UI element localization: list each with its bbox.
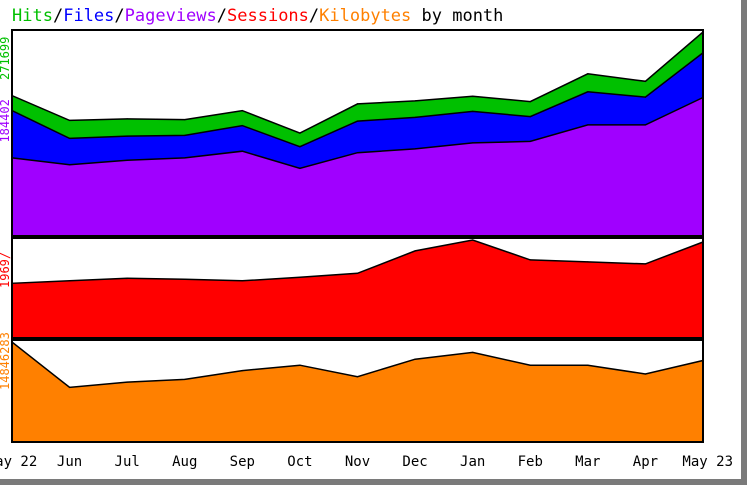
panel-0-pageviews-max-label: 184402 bbox=[0, 99, 12, 142]
series-kilobytes-point-1 bbox=[68, 386, 71, 389]
title-part-0: Hits bbox=[12, 6, 53, 26]
series-pageviews-point-8 bbox=[472, 142, 474, 144]
x-tick-label-5: Oct bbox=[287, 454, 312, 470]
series-hits-point-9 bbox=[529, 101, 531, 103]
x-tick-label-2: Jul bbox=[115, 454, 140, 470]
panel-2-frame bbox=[11, 339, 704, 443]
series-sessions-point-10 bbox=[587, 261, 589, 263]
x-tick-label-7: Dec bbox=[402, 454, 427, 470]
chart-panels: 271699 184402 1969/14846283 bbox=[0, 29, 704, 443]
title-part-7: / bbox=[309, 6, 319, 26]
series-pageviews-point-5 bbox=[299, 167, 301, 170]
x-tick-label-12: May 23 bbox=[682, 454, 733, 470]
panel-2-max-label: 14846283 bbox=[0, 332, 12, 390]
series-kilobytes-point-2 bbox=[126, 381, 128, 383]
series-files-point-5 bbox=[299, 146, 301, 148]
series-sessions-point-5 bbox=[299, 276, 301, 278]
series-hits-point-3 bbox=[184, 119, 186, 121]
panel-1-frame bbox=[11, 237, 704, 339]
title-part-8: Kilobytes bbox=[319, 6, 411, 26]
panel-2: 14846283 bbox=[0, 332, 704, 443]
series-files-point-9 bbox=[529, 116, 531, 118]
series-pageviews-point-7 bbox=[414, 148, 416, 150]
series-pageviews-point-6 bbox=[356, 152, 359, 154]
series-kilobytes-point-6 bbox=[356, 376, 359, 378]
series-hits-point-11 bbox=[644, 80, 647, 82]
panel-0-frame bbox=[11, 29, 704, 237]
series-hits-point-10 bbox=[587, 73, 589, 75]
series-files-point-6 bbox=[356, 120, 359, 122]
series-files-point-8 bbox=[472, 110, 474, 112]
series-sessions-point-1 bbox=[68, 280, 71, 282]
panel-0: 271699 184402 bbox=[0, 29, 704, 237]
series-sessions-point-4 bbox=[241, 280, 243, 282]
series-sessions-point-9 bbox=[529, 259, 531, 261]
series-files-point-3 bbox=[184, 134, 186, 136]
series-kilobytes-point-4 bbox=[241, 370, 243, 372]
series-kilobytes-area bbox=[11, 340, 704, 443]
series-files-point-2 bbox=[126, 135, 128, 137]
series-kilobytes-point-7 bbox=[414, 358, 416, 360]
series-sessions-point-3 bbox=[184, 278, 186, 280]
series-pageviews-point-3 bbox=[184, 157, 186, 159]
series-files-point-10 bbox=[587, 91, 589, 93]
series-pageviews-point-1 bbox=[68, 164, 71, 166]
x-tick-label-11: Apr bbox=[633, 454, 658, 470]
series-pageviews-area bbox=[11, 96, 704, 237]
series-hits-point-7 bbox=[414, 100, 416, 102]
series-hits-point-2 bbox=[126, 118, 128, 120]
x-tick-label-1: Jun bbox=[57, 454, 82, 470]
series-hits-point-1 bbox=[68, 119, 71, 121]
series-pageviews-point-2 bbox=[126, 159, 128, 161]
panel-0-max-label: 271699 bbox=[0, 37, 12, 80]
title-part-4: Pageviews bbox=[125, 6, 217, 26]
series-sessions-point-11 bbox=[644, 263, 647, 265]
series-pageviews-point-9 bbox=[529, 140, 531, 142]
x-tick-label-9: Feb bbox=[518, 454, 543, 470]
series-kilobytes-point-3 bbox=[184, 378, 186, 380]
series-hits-point-5 bbox=[299, 132, 301, 134]
x-tick-label-3: Aug bbox=[172, 454, 197, 470]
series-sessions-point-8 bbox=[472, 239, 474, 241]
series-kilobytes-point-8 bbox=[472, 351, 474, 354]
series-files-point-4 bbox=[241, 125, 243, 127]
panel-1-max-label: 1969/ bbox=[0, 252, 12, 288]
series-kilobytes-point-5 bbox=[299, 364, 301, 366]
series-sessions-point-6 bbox=[356, 272, 359, 274]
x-tick-label-4: Sep bbox=[230, 454, 255, 470]
series-kilobytes-point-11 bbox=[644, 373, 647, 375]
x-tick-label-6: Nov bbox=[345, 454, 370, 470]
series-files-point-7 bbox=[414, 116, 416, 118]
title-part-5: / bbox=[217, 6, 227, 26]
panel-1: 1969/ bbox=[0, 237, 704, 339]
series-kilobytes-point-9 bbox=[529, 364, 531, 366]
title-part-6: Sessions bbox=[227, 6, 309, 26]
x-tick-label-8: Jan bbox=[460, 454, 485, 470]
title-part-2: Files bbox=[63, 6, 114, 26]
title-part-1: / bbox=[53, 6, 63, 26]
series-files-point-11 bbox=[644, 96, 647, 98]
x-tick-label-0: May 22 bbox=[0, 454, 37, 470]
series-hits-point-4 bbox=[241, 110, 243, 112]
series-hits-point-6 bbox=[356, 103, 359, 105]
series-files-point-1 bbox=[68, 137, 71, 139]
series-sessions-point-7 bbox=[414, 250, 416, 252]
series-pageviews-point-11 bbox=[644, 124, 647, 126]
series-pageviews-point-10 bbox=[587, 124, 589, 126]
title-part-3: / bbox=[114, 6, 124, 26]
series-kilobytes-point-10 bbox=[587, 364, 589, 366]
series-pageviews-point-4 bbox=[241, 150, 243, 152]
series-sessions-point-2 bbox=[126, 277, 128, 279]
x-tick-label-10: Mar bbox=[575, 454, 600, 470]
series-sessions-area bbox=[11, 239, 704, 339]
series-hits-point-8 bbox=[472, 95, 474, 97]
x-axis-labels: May 22 Jun Jul Aug Sep Oct Nov Dec Jan Feb Mar Apr M… bbox=[0, 454, 733, 470]
chart-title: Hits/Files/Pageviews/Sessions/Kilobytes … bbox=[12, 6, 503, 26]
title-part-9: by month bbox=[411, 6, 503, 26]
